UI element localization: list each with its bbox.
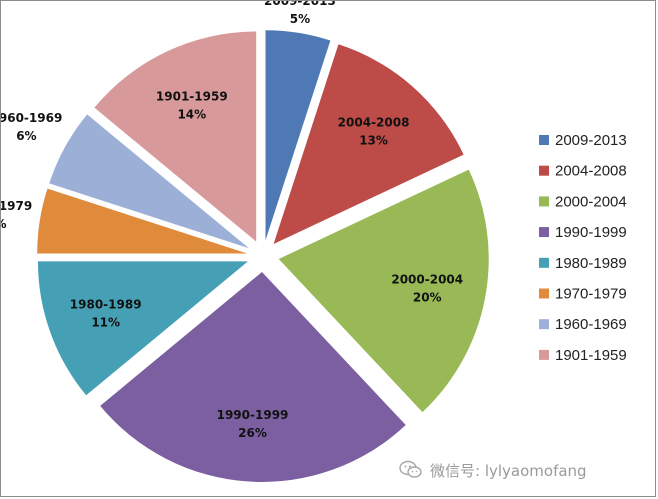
legend-swatch-2009-2013 [539,135,549,145]
watermark-text: 微信号: lylyaomofang [430,461,587,480]
pie-slice-1980-1989 [37,261,248,396]
pie-slice-2004-2008 [273,44,464,244]
pie-slice-1901-1959 [94,31,257,242]
legend-swatch-1970-1979 [539,288,549,299]
legend: 2009-2013 2004-2008 2000-2004 1990-1999 1980… [539,132,627,364]
pie-slice-1970-1979 [37,188,248,254]
legend-label-1901-1959: 1901-1959 [555,347,627,364]
legend-label-1980-1989: 1980-1989 [555,255,627,272]
legend-swatch-1901-1959 [539,349,549,360]
data-label-1970-1979: 1970-19795% [1,199,32,231]
pie-slice-2000-2004 [278,169,489,413]
legend-label-2009-2013: 2009-2013 [555,132,627,149]
data-label-1901-1959: 1901-1959 14% [156,90,228,122]
legend-label-1970-1979: 1970-1979 [555,286,627,303]
watermark: 微信号: lylyaomofang [398,458,587,482]
legend-swatch-2000-2004 [539,196,549,207]
legend-label-1990-1999: 1990-1999 [555,224,627,241]
legend-label-1960-1969: 1960-1969 [555,316,627,333]
pie-slice-1990-1999 [100,271,406,482]
wechat-icon [398,460,424,480]
data-label-2000-2004: 2000-2004 20% [391,272,463,304]
pie-slice-2009-2013 [265,30,331,241]
pie-slice-1960-1969 [49,114,249,249]
data-label-1980-1989: 1980-1989 11% [70,298,142,330]
legend-swatch-1990-1999 [539,227,549,238]
data-label-1990-1999: 1990-1999 26% [217,408,289,440]
legend-label-2000-2004: 2000-2004 [555,193,627,210]
legend-swatch-1980-1989 [539,257,549,268]
legend-swatch-1960-1969 [539,319,549,330]
legend-swatch-2004-2008 [539,165,549,176]
data-label-2009-2013: 2009-20135% [264,1,336,26]
data-label-2004-2008: 2004-2008 13% [338,116,410,148]
legend-label-2004-2008: 2004-2008 [555,163,627,180]
